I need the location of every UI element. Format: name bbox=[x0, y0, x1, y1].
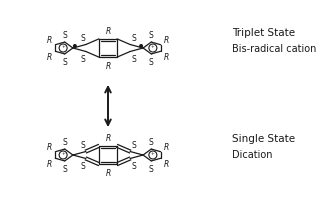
Text: R: R bbox=[47, 142, 52, 151]
Text: S: S bbox=[80, 161, 85, 170]
Text: S: S bbox=[62, 137, 67, 146]
Text: R: R bbox=[47, 36, 52, 45]
Circle shape bbox=[74, 45, 76, 48]
Text: R: R bbox=[164, 159, 169, 168]
Text: ⁺: ⁺ bbox=[151, 152, 155, 158]
Text: R: R bbox=[164, 36, 169, 45]
Text: ⁺: ⁺ bbox=[151, 46, 155, 52]
Text: R: R bbox=[47, 159, 52, 168]
Text: S: S bbox=[131, 55, 136, 64]
Text: S: S bbox=[149, 58, 154, 67]
Text: S: S bbox=[131, 34, 136, 43]
Text: S: S bbox=[149, 164, 154, 173]
Text: S: S bbox=[80, 140, 85, 149]
Circle shape bbox=[140, 45, 142, 48]
Text: S: S bbox=[62, 164, 67, 173]
Text: R: R bbox=[105, 27, 111, 36]
Text: Bis-radical cation: Bis-radical cation bbox=[232, 44, 317, 54]
Text: Triplet State: Triplet State bbox=[232, 28, 295, 38]
Text: ⁺: ⁺ bbox=[61, 152, 65, 158]
Text: S: S bbox=[80, 34, 85, 43]
Text: R: R bbox=[164, 53, 169, 62]
Text: S: S bbox=[149, 137, 154, 146]
Text: Dication: Dication bbox=[232, 149, 272, 159]
Text: S: S bbox=[131, 161, 136, 170]
Text: R: R bbox=[164, 142, 169, 151]
Text: ⁺: ⁺ bbox=[61, 46, 65, 52]
Text: R: R bbox=[105, 61, 111, 70]
Text: S: S bbox=[62, 31, 67, 40]
Text: S: S bbox=[80, 55, 85, 64]
Text: R: R bbox=[105, 168, 111, 177]
Text: R: R bbox=[105, 134, 111, 143]
Text: R: R bbox=[47, 53, 52, 62]
Text: Single State: Single State bbox=[232, 133, 295, 143]
Text: S: S bbox=[131, 140, 136, 149]
Text: S: S bbox=[149, 31, 154, 40]
Text: S: S bbox=[62, 58, 67, 67]
